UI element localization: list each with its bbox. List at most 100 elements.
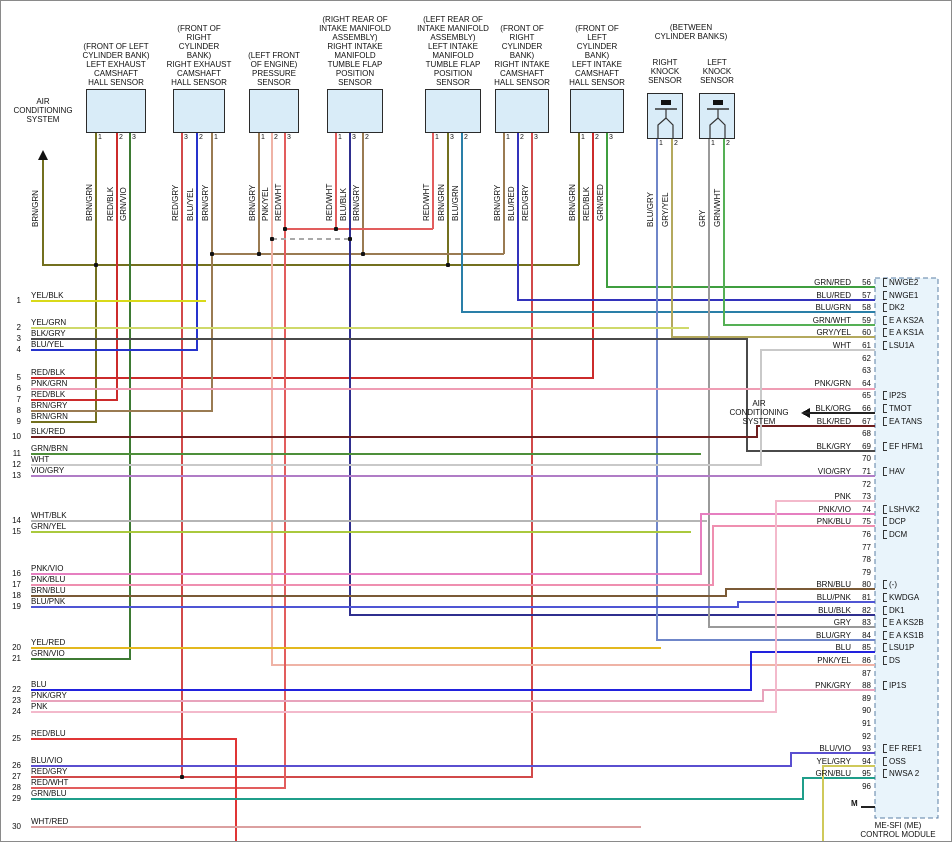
sensor-location: (RIGHT REAR OF INTAKE MANIFOLD ASSEMBLY) — [319, 15, 391, 42]
pin-number: 61 — [862, 341, 871, 350]
sensor-location: (FRONT OF RIGHT CYLINDER BANK) — [177, 24, 221, 60]
sensor-pin: 3 — [287, 134, 291, 141]
wire-color-label: VIO/GRY — [31, 466, 65, 475]
wire-color-label: BLK/ORG — [815, 404, 851, 413]
pin-label: EA TANS — [883, 417, 922, 426]
wire-color-label: BRN/GRY — [352, 184, 361, 221]
wire-color-label: BLU/GRY — [646, 192, 655, 227]
circuit-number: 5 — [16, 373, 21, 382]
pin-number: 65 — [862, 391, 871, 400]
module-pin-row: 62 — [701, 354, 951, 364]
pin-label: DS — [883, 656, 900, 665]
wire-color-label: PNK/GRY — [31, 691, 67, 700]
arrow-up-ac-left-icon — [38, 150, 48, 160]
left-wire-row: 3 BLK/GRY — [1, 329, 201, 349]
wire-blu-yel-row4 — [31, 133, 198, 351]
wire-row26-pin93 — [31, 752, 875, 767]
wire-color-label: GRY/YEL — [661, 192, 670, 227]
wire-color-label: RED/BLK — [582, 186, 591, 221]
wire-red-wht-row28 — [31, 133, 286, 789]
module-pin-row: GRN/RED 56 NWGE2 — [701, 278, 951, 288]
left-wire-row: 29 GRN/BLU — [1, 789, 201, 809]
sensor-location: (FRONT OF LEFT CYLINDER BANK) — [82, 42, 150, 60]
sensor-box-right-exhaust-camshaft — [173, 89, 225, 133]
knock-sensor-icon — [655, 100, 677, 138]
pin-number: 77 — [862, 543, 871, 552]
pin-number: 88 — [862, 681, 871, 690]
sensor-pin: 3 — [352, 134, 356, 141]
wire-red-blk-row7 — [31, 133, 118, 401]
wire-color-label: RED/BLK — [106, 186, 115, 221]
wire-row22-pin85 — [31, 651, 875, 691]
wire-row25 — [31, 738, 237, 841]
wire-color-label: BLU/BLK — [339, 188, 348, 221]
sensor-pin: 2 — [674, 140, 678, 147]
wire-color-label: BRN/GRY — [248, 184, 257, 221]
wire-color-label: RED/BLK — [31, 390, 66, 399]
pin-label: E A KS2A — [883, 316, 924, 325]
pin-label: DK1 — [883, 606, 905, 615]
wire-color-label: BRN/BLU — [816, 580, 851, 589]
pin-number: 91 — [862, 719, 871, 728]
wire-row10-pin67 — [31, 425, 875, 438]
wire-color-label: PNK/YEL — [261, 187, 270, 221]
left-wire-row: 25 RED/BLU — [1, 729, 201, 749]
wire-color-label: GRN/RED — [596, 184, 605, 221]
pin-number: 60 — [862, 328, 871, 337]
sensor-pin: 3 — [184, 134, 188, 141]
sensor-box-right-intake-camshaft — [495, 89, 549, 133]
circuit-number: 15 — [12, 527, 21, 536]
pin-number: 74 — [862, 505, 871, 514]
wire-color-label: BLU — [31, 680, 47, 689]
ac-left-wire-label: BRN/GRN — [31, 190, 40, 227]
sensor-box-left-intake-camshaft — [570, 89, 624, 133]
circuit-number: 8 — [16, 406, 21, 415]
left-wire-row: 13 VIO/GRY — [1, 466, 201, 486]
sensor-pin: 3 — [132, 134, 136, 141]
left-wire-row: 4 BLU/YEL — [1, 340, 201, 360]
wire-color-label: PNK/BLU — [31, 575, 66, 584]
wire-row29-pin95 — [31, 777, 875, 800]
left-wire-row: 28 RED/WHT — [1, 778, 201, 798]
wire-color-label: WHT — [832, 341, 851, 350]
sensor-box-left-tumble-flap — [425, 89, 481, 133]
module-pin-row: BLK/ORG 66 TMOT — [701, 404, 951, 414]
pin-label: EF HFM1 — [883, 442, 923, 451]
wire-color-label: GRN/YEL — [31, 522, 67, 531]
module-pin-row: 78 — [701, 555, 951, 565]
module-pin-row: PNK/GRN 64 — [701, 379, 951, 389]
module-name: ME-SFI (ME) CONTROL MODULE — [860, 821, 936, 839]
wire-row3-pin69 — [31, 338, 875, 452]
sensor-name: LEFT INTAKE CAMSHAFT HALL SENSOR — [569, 60, 625, 87]
wire-color-label: RED/BLK — [31, 368, 66, 377]
pin-label: (-) — [883, 580, 897, 589]
circuit-number: 26 — [12, 761, 21, 770]
sensor-location: (LEFT REAR OF INTAKE MANIFOLD ASSEMBLY) — [417, 15, 489, 42]
sensor-label-pressure: (LEFT FRONT OF ENGINE) PRESSURE SENSOR — [227, 5, 321, 87]
circuit-number: 25 — [12, 734, 21, 743]
wire-color-label: RED/GRY — [521, 184, 530, 221]
sensor-name: RIGHT INTAKE CAMSHAFT HALL SENSOR — [494, 60, 550, 87]
sensor-name: LEFT INTAKE MANIFOLD TUMBLE FLAP POSITIO… — [425, 42, 481, 87]
module-pin-row: 79 — [701, 568, 951, 578]
pin-number: 69 — [862, 442, 871, 451]
left-wire-row: 21 GRN/VIO — [1, 649, 201, 669]
circuit-number: 10 — [12, 432, 21, 441]
left-wire-row: 7 RED/BLK — [1, 390, 201, 410]
module-pin-row: GRN/BLU 95 NWSA 2 — [701, 769, 951, 779]
wire-color-label: BLK/RED — [31, 427, 66, 436]
wire-color-label: BLU/GRN — [451, 185, 460, 221]
sensor-pin: 1 — [435, 134, 439, 141]
sensor-pin: 3 — [609, 134, 613, 141]
wire-color-label: RED/GRY — [31, 767, 68, 776]
circuit-number: 22 — [12, 685, 21, 694]
sensor-pin: 2 — [274, 134, 278, 141]
pin-number: 56 — [862, 278, 871, 287]
wire-gry-yel-pin60 — [671, 139, 875, 338]
wire-color-label: RED/WHT — [31, 778, 69, 787]
pin-number: 84 — [862, 631, 871, 640]
sensor-box-pressure — [249, 89, 299, 133]
wire-color-label: GRN/BLU — [31, 789, 67, 798]
wire-color-label: PNK/YEL — [817, 656, 851, 665]
sensor-pin: 2 — [199, 134, 203, 141]
